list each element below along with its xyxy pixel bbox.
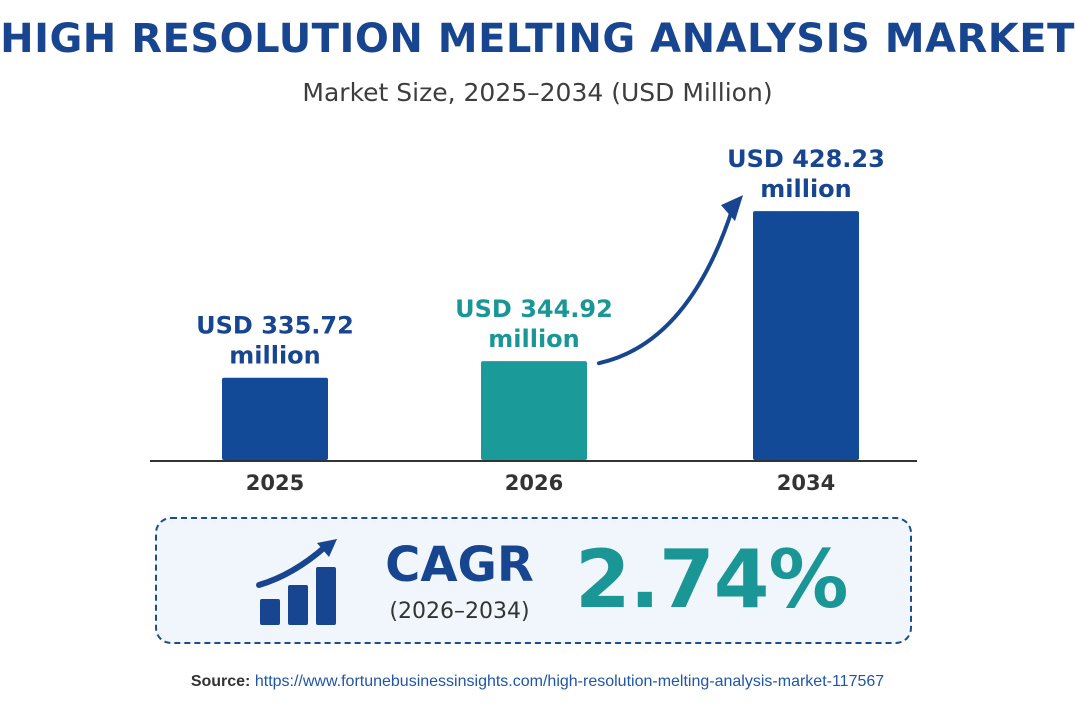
bar-2025 (222, 377, 328, 460)
source-link[interactable]: https://www.fortunebusinessinsights.com/… (254, 673, 885, 690)
chart-subtitle: Market Size, 2025–2034 (USD Million) (302, 78, 773, 107)
data-label-2025: million (229, 342, 321, 370)
growth-arrow (597, 205, 735, 366)
data-label-2026: million (488, 325, 580, 353)
data-label-2034: million (760, 175, 852, 203)
source-line: Source: https://www.fortunebusinessinsig… (0, 673, 1075, 691)
x-tick-label-2025: 2025 (246, 471, 304, 495)
data-label-2034: USD 428.23 (727, 145, 885, 173)
bar-2026 (481, 361, 587, 460)
bar-2034 (753, 211, 859, 460)
source-label: Source: (190, 673, 251, 690)
growth-chart-icon (256, 539, 337, 625)
cagr-label: CAGR (385, 537, 534, 593)
x-tick-label-2026: 2026 (505, 471, 563, 495)
data-label-2026: USD 344.92 (455, 295, 613, 323)
cagr-period: (2026–2034) (389, 599, 530, 624)
cagr-panel: CAGR (2026–2034) 2.74% (155, 517, 912, 644)
growth-arrow-head-icon (721, 195, 743, 222)
chart-title: HIGH RESOLUTION MELTING ANALYSIS MARKET (0, 16, 1075, 62)
data-label-2025: USD 335.72 (196, 312, 354, 340)
cagr-value: 2.74% (575, 533, 849, 626)
x-tick-label-2034: 2034 (777, 471, 835, 495)
